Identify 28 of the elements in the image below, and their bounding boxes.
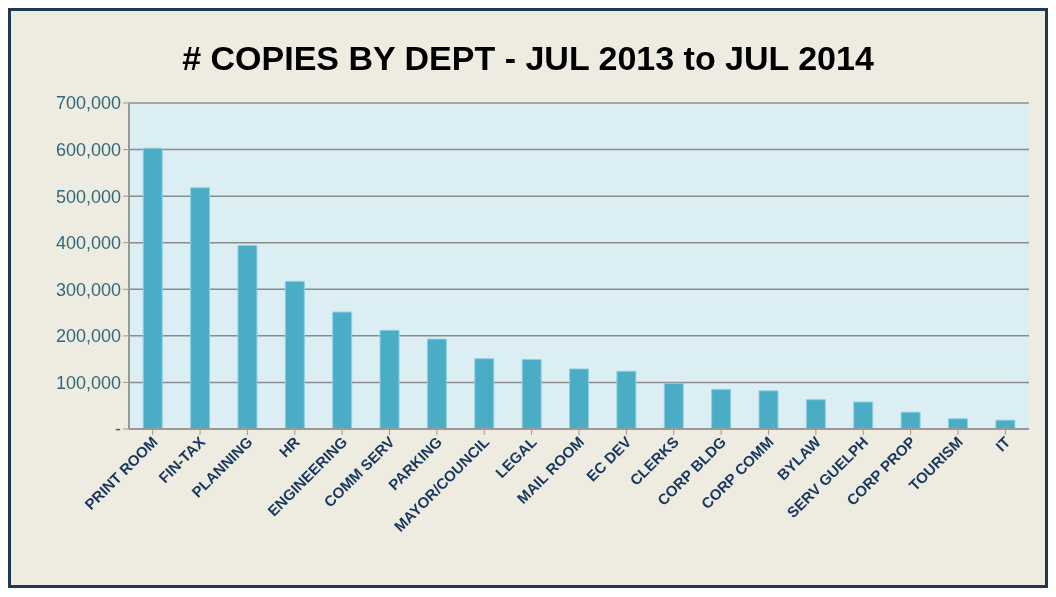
y-tick-label: 700,000 bbox=[55, 93, 121, 114]
bar bbox=[569, 368, 590, 429]
y-tick-label: 200,000 bbox=[55, 326, 121, 347]
bar bbox=[663, 382, 684, 429]
bar bbox=[853, 401, 874, 429]
bar bbox=[379, 329, 400, 429]
bar bbox=[426, 338, 447, 429]
bar bbox=[142, 147, 163, 429]
x-tick-label: IT bbox=[991, 433, 1014, 455]
bar bbox=[284, 280, 305, 429]
y-tick-label: 500,000 bbox=[55, 186, 121, 207]
y-tick-label: 600,000 bbox=[55, 139, 121, 160]
y-tick-label: 300,000 bbox=[55, 279, 121, 300]
bar bbox=[332, 311, 353, 429]
bar bbox=[521, 359, 542, 429]
y-tick-label: - bbox=[115, 419, 121, 440]
y-tick-label: 100,000 bbox=[55, 372, 121, 393]
bar bbox=[805, 399, 826, 429]
bar bbox=[237, 245, 258, 429]
bar bbox=[947, 418, 968, 429]
bar bbox=[616, 370, 637, 429]
bar bbox=[190, 187, 211, 429]
bar bbox=[758, 390, 779, 429]
bar bbox=[900, 411, 921, 429]
bar bbox=[711, 388, 732, 429]
y-tick-label: 400,000 bbox=[55, 233, 121, 254]
bar bbox=[474, 358, 495, 429]
chart-title: # COPIES BY DEPT - JUL 2013 to JUL 2014 bbox=[181, 39, 875, 79]
